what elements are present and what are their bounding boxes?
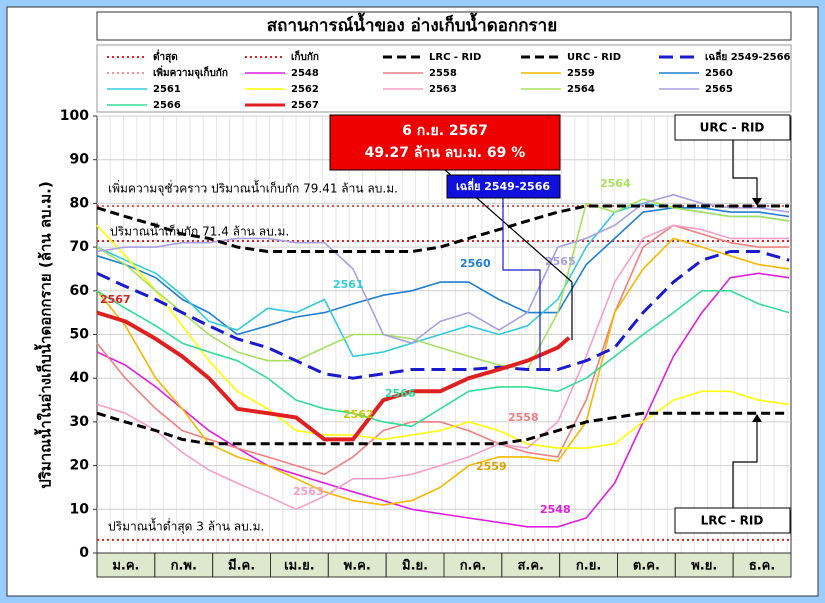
legend-label: 2560	[705, 68, 733, 79]
y-tick-label: 100	[60, 108, 89, 124]
series-label: 2563	[293, 485, 324, 498]
month-cell	[327, 552, 387, 578]
month-cell	[154, 552, 214, 578]
callout-box	[446, 174, 561, 199]
series-line	[96, 411, 790, 446]
series-line	[96, 272, 790, 528]
callout-text: 6 ก.ย. 2567	[402, 123, 488, 139]
y-tick-label: 30	[70, 414, 90, 430]
y-tick-label: 50	[70, 327, 90, 343]
month-cell	[674, 552, 734, 578]
series-line	[96, 224, 790, 511]
series-label: 2564	[600, 177, 631, 190]
series-label: 2561	[333, 278, 364, 291]
x-tick-label: ก.พ.	[171, 559, 197, 574]
series-label: 2559	[476, 460, 507, 473]
pointer	[502, 198, 541, 368]
legend-box	[96, 44, 792, 113]
callout-text: URC - RID	[700, 121, 765, 135]
legend-label: 2567	[291, 100, 319, 111]
callout-box	[329, 114, 561, 171]
pointer	[732, 140, 758, 204]
y-tick-label: 10	[70, 501, 90, 517]
series-label: 2558	[508, 411, 539, 424]
legend-label: 2566	[153, 100, 181, 111]
y-axis-label: ปริมาณน้ำในอ่างเก็บน้ำดอกกราย (ล้าน ลบ.ม…	[34, 181, 55, 488]
callout-text: 49.27 ล้าน ลบ.ม. 69 %	[365, 145, 526, 161]
y-tick-label: 60	[70, 283, 90, 299]
series-label: 2566	[385, 387, 416, 400]
series-line	[96, 198, 790, 371]
series-line	[96, 250, 790, 380]
pointer	[732, 416, 758, 508]
annotation: เพิ่มความจุชั่วคราว ปริมาณน้ำเก็บกัก 79.…	[108, 180, 398, 197]
x-tick-label: ส.ค.	[517, 559, 544, 574]
legend-label: 2565	[705, 84, 733, 95]
callout-text: LRC - RID	[701, 514, 764, 528]
x-tick-label: ต.ค.	[633, 559, 660, 574]
annotation: ปริมาณน้ำเก็บกัก 71.4 ล้าน ลบ.ม.	[110, 223, 289, 239]
y-tick-label: 90	[70, 152, 90, 168]
x-tick-label: พ.ค.	[344, 559, 371, 574]
arrow-head	[752, 198, 762, 206]
series-line	[96, 290, 790, 428]
x-tick-label: ม.ค.	[112, 559, 139, 574]
x-tick-label: พ.ย.	[691, 559, 717, 574]
legend-label: เพิ่มความจุเก็บกัก	[153, 65, 228, 79]
series-label: 2560	[460, 257, 491, 270]
y-tick-label: 40	[70, 370, 90, 386]
y-tick-label: 80	[70, 195, 90, 211]
series-line	[96, 193, 790, 344]
month-cell	[96, 552, 156, 578]
legend-label: 2563	[429, 84, 457, 95]
legend-label: 2564	[567, 84, 595, 95]
annotation: ปริมาณน้ำต่ำสุด 3 ล้าน ลบ.ม.	[108, 518, 264, 535]
legend-label: 2558	[429, 68, 457, 79]
x-tick-label: ก.ค.	[460, 559, 486, 574]
month-cell	[212, 552, 272, 578]
title-box	[96, 11, 792, 41]
month-cell	[443, 552, 503, 578]
x-tick-label: มิ.ย.	[402, 559, 428, 574]
y-tick-label: 0	[79, 545, 89, 561]
series-line	[96, 204, 790, 253]
callout-box	[674, 507, 791, 534]
series-label: 2567	[100, 293, 131, 306]
legend-label: 2561	[153, 84, 181, 95]
series-line	[96, 224, 790, 449]
series-line	[96, 310, 571, 442]
arrow-head	[752, 414, 762, 422]
month-cell	[617, 552, 676, 578]
legend-label: 2559	[567, 68, 595, 79]
y-tick-label: 70	[70, 239, 90, 255]
legend-label: เก็บกัก	[291, 49, 319, 63]
x-tick-label: มี.ค.	[228, 558, 255, 574]
series-label: 2562	[343, 408, 374, 421]
y-tick-label: 20	[70, 458, 90, 474]
legend-label: เฉลี่ย 2549-2566	[705, 49, 791, 63]
x-tick-label: ก.ย.	[576, 559, 601, 574]
legend-label: 2562	[291, 84, 319, 95]
legend-label: 2548	[291, 68, 319, 79]
callout-text: เฉลี่ย 2549-2566	[456, 178, 550, 193]
x-tick-label: เม.ย.	[284, 559, 315, 574]
chart-title: สถานการณ์น้ำของ อ่างเก็บน้ำดอกกราย	[267, 12, 557, 36]
callout-box	[674, 114, 791, 141]
legend-label: ต่ำสุด	[153, 49, 178, 63]
legend-label: LRC - RID	[429, 52, 481, 63]
month-cell	[501, 552, 561, 578]
series-label: 2548	[540, 503, 571, 516]
month-cell	[732, 552, 792, 578]
x-tick-label: ธ.ค.	[749, 559, 776, 574]
legend-label: URC - RID	[567, 52, 621, 63]
